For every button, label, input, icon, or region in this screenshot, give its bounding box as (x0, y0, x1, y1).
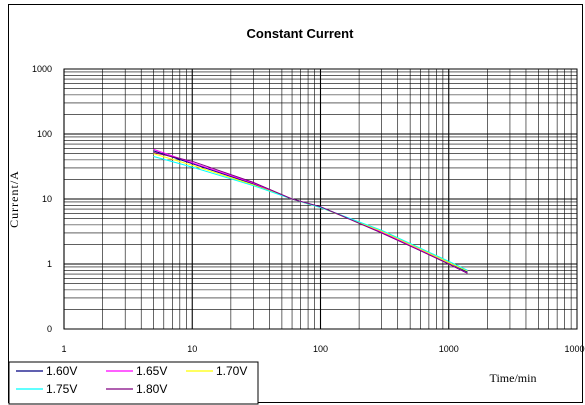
legend-items: 1.60V 1.65V 1.70V 1.75V 1.80V (16, 364, 247, 396)
plot-area-border (63, 68, 578, 330)
legend-label: 1.80V (136, 382, 167, 396)
x-tick-label: 1000 (439, 344, 459, 354)
y-tick-label: 100 (37, 129, 52, 139)
chart-title: Constant Current (247, 26, 355, 41)
x-tick-label: 1 (61, 344, 66, 354)
x-tick-label: 100 (313, 344, 328, 354)
legend: 1.60V 1.65V 1.70V 1.75V 1.80V (8, 361, 259, 405)
legend-label: 1.65V (136, 364, 167, 378)
y-tick-label: 1 (47, 259, 52, 269)
legend-item: 1.60V (16, 364, 77, 378)
series-line-1-75v (153, 156, 468, 271)
y-axis-label: Current/A (7, 170, 21, 228)
y-tick-label: 10 (42, 194, 52, 204)
legend-box (8, 361, 259, 405)
legend-item: 1.80V (106, 382, 167, 396)
series-layer (153, 148, 468, 274)
legend-label: 1.70V (216, 364, 247, 378)
legend-item: 1.75V (16, 382, 77, 396)
y-tick-label: 1000 (32, 64, 52, 74)
series-line-1-80v (153, 152, 468, 274)
legend-label: 1.60V (46, 364, 77, 378)
legend-label: 1.75V (46, 382, 77, 396)
x-axis-label: Time/min (490, 371, 537, 385)
y-tick-labels: 0 1 10 100 1000 (32, 64, 52, 334)
legend-item: 1.70V (186, 364, 247, 378)
x-tick-label: 10 (187, 344, 197, 354)
legend-item: 1.65V (106, 364, 167, 378)
y-tick-label: 0 (47, 324, 52, 334)
